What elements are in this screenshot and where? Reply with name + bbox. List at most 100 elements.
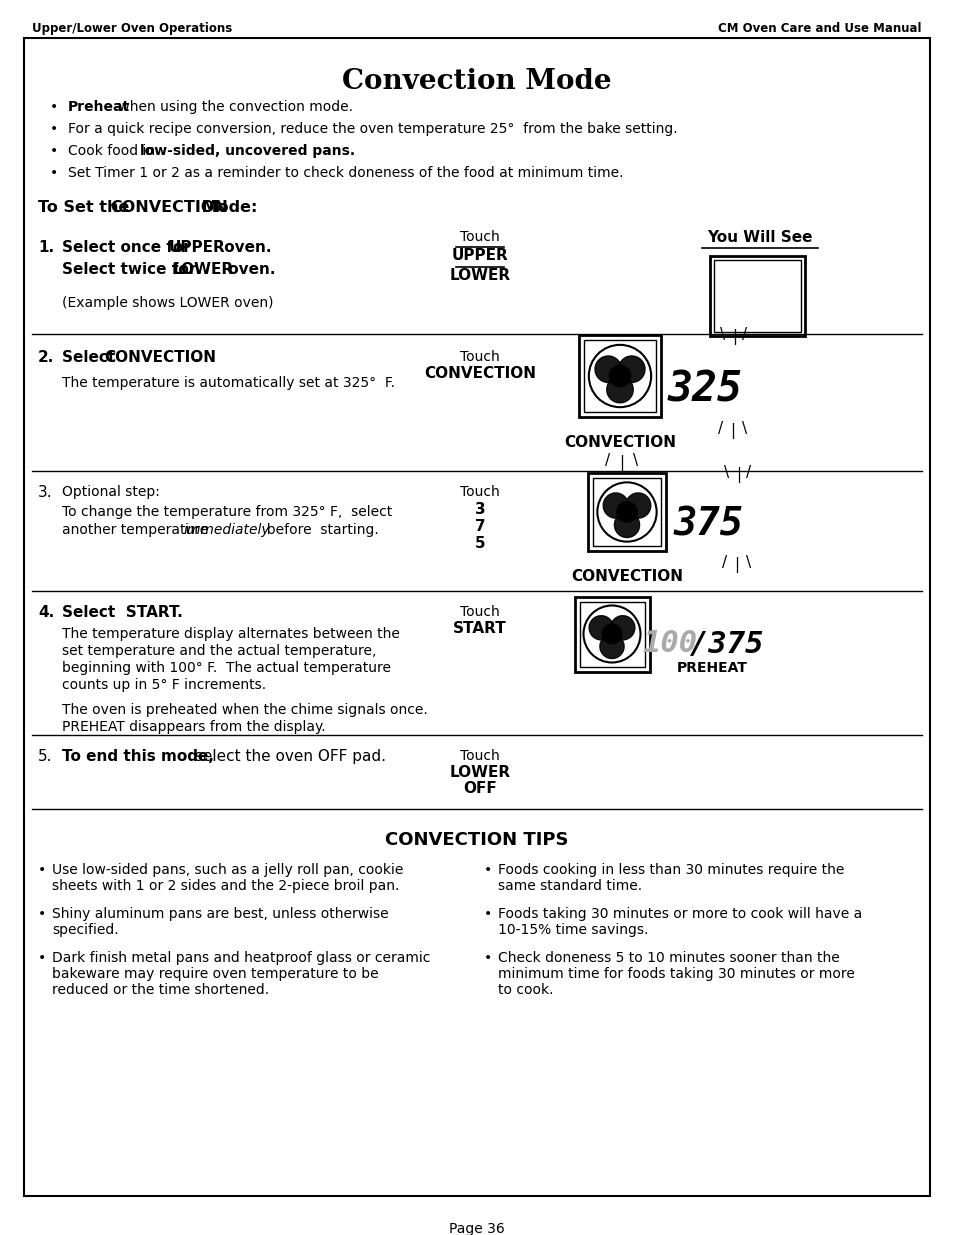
Bar bbox=[587, 473, 665, 551]
Text: another temperature: another temperature bbox=[62, 522, 213, 537]
Text: Convection Mode: Convection Mode bbox=[342, 68, 611, 95]
Ellipse shape bbox=[618, 356, 644, 383]
Bar bbox=[578, 335, 660, 417]
Text: beginning with 100° F.  The actual temperature: beginning with 100° F. The actual temper… bbox=[62, 661, 391, 676]
Text: •: • bbox=[483, 951, 492, 965]
Text: Cook food in: Cook food in bbox=[68, 144, 159, 158]
Text: /: / bbox=[745, 466, 751, 480]
Ellipse shape bbox=[599, 635, 623, 658]
Text: \: \ bbox=[723, 466, 729, 480]
Text: 1.: 1. bbox=[38, 240, 54, 254]
Text: Check doneness 5 to 10 minutes sooner than the: Check doneness 5 to 10 minutes sooner th… bbox=[497, 951, 839, 965]
Text: Touch: Touch bbox=[459, 605, 499, 619]
Text: CONVECTION: CONVECTION bbox=[423, 366, 536, 382]
Text: •: • bbox=[483, 906, 492, 921]
Text: 4.: 4. bbox=[38, 605, 54, 620]
Text: •: • bbox=[38, 906, 46, 921]
Text: PREHEAT: PREHEAT bbox=[676, 661, 746, 676]
Ellipse shape bbox=[625, 493, 650, 519]
Text: 100: 100 bbox=[641, 630, 697, 658]
Text: /: / bbox=[721, 555, 727, 571]
Text: CONVECTION: CONVECTION bbox=[104, 350, 215, 366]
Text: Touch: Touch bbox=[459, 748, 499, 763]
Text: minimum time for foods taking 30 minutes or more: minimum time for foods taking 30 minutes… bbox=[497, 967, 854, 981]
Text: |: | bbox=[732, 329, 737, 345]
Circle shape bbox=[609, 366, 630, 387]
Text: LOWER: LOWER bbox=[172, 262, 233, 277]
Bar bbox=[709, 256, 804, 336]
Text: /: / bbox=[741, 327, 747, 342]
Text: •: • bbox=[50, 165, 58, 180]
Text: The temperature is automatically set at 325°  F.: The temperature is automatically set at … bbox=[62, 375, 395, 390]
Text: /: / bbox=[605, 453, 610, 468]
Text: The temperature display alternates between the: The temperature display alternates betwe… bbox=[62, 627, 399, 641]
Text: Foods taking 30 minutes or more to cook will have a: Foods taking 30 minutes or more to cook … bbox=[497, 906, 862, 921]
Text: Select once for: Select once for bbox=[62, 240, 196, 254]
Text: •: • bbox=[50, 100, 58, 114]
Text: immediately: immediately bbox=[184, 522, 271, 537]
Circle shape bbox=[601, 624, 621, 643]
Text: 2.: 2. bbox=[38, 350, 54, 366]
Text: Set Timer 1 or 2 as a reminder to check doneness of the food at minimum time.: Set Timer 1 or 2 as a reminder to check … bbox=[68, 165, 623, 180]
Text: Dark finish metal pans and heatproof glass or ceramic: Dark finish metal pans and heatproof gla… bbox=[52, 951, 430, 965]
Text: To Set the: To Set the bbox=[38, 200, 135, 215]
Text: •: • bbox=[483, 863, 492, 877]
Ellipse shape bbox=[602, 493, 628, 519]
Text: /: / bbox=[718, 421, 722, 436]
Text: PREHEAT disappears from the display.: PREHEAT disappears from the display. bbox=[62, 720, 325, 734]
Text: CONVECTION: CONVECTION bbox=[110, 200, 228, 215]
Text: To change the temperature from 325° F,  select: To change the temperature from 325° F, s… bbox=[62, 505, 392, 519]
Text: 3: 3 bbox=[475, 501, 485, 517]
Ellipse shape bbox=[589, 616, 613, 640]
Text: UPPER: UPPER bbox=[169, 240, 226, 254]
Text: 325: 325 bbox=[667, 369, 741, 411]
Text: CM Oven Care and Use Manual: CM Oven Care and Use Manual bbox=[718, 22, 921, 35]
Text: To end this mode,: To end this mode, bbox=[62, 748, 213, 764]
Circle shape bbox=[617, 501, 637, 522]
Bar bbox=[593, 478, 660, 546]
Text: LOWER: LOWER bbox=[449, 268, 510, 283]
Text: CONVECTION: CONVECTION bbox=[571, 569, 682, 584]
Text: The oven is preheated when the chime signals once.: The oven is preheated when the chime sig… bbox=[62, 703, 427, 718]
Bar bbox=[579, 601, 644, 667]
Text: Touch: Touch bbox=[459, 485, 499, 499]
Text: Shiny aluminum pans are best, unless otherwise: Shiny aluminum pans are best, unless oth… bbox=[52, 906, 388, 921]
Text: 5: 5 bbox=[475, 536, 485, 551]
Text: Select twice for: Select twice for bbox=[62, 262, 201, 277]
Text: sheets with 1 or 2 sides and the 2-piece broil pan.: sheets with 1 or 2 sides and the 2-piece… bbox=[52, 879, 399, 893]
Text: Preheat: Preheat bbox=[68, 100, 130, 114]
Text: Select: Select bbox=[62, 350, 120, 366]
Text: \: \ bbox=[633, 453, 638, 468]
Text: Foods cooking in less than 30 minutes require the: Foods cooking in less than 30 minutes re… bbox=[497, 863, 843, 877]
Text: |: | bbox=[730, 424, 735, 438]
Text: •: • bbox=[50, 144, 58, 158]
Ellipse shape bbox=[614, 513, 639, 537]
Text: •: • bbox=[50, 122, 58, 136]
Text: 5.: 5. bbox=[38, 748, 52, 764]
Text: For a quick recipe conversion, reduce the oven temperature 25°  from the bake se: For a quick recipe conversion, reduce th… bbox=[68, 122, 677, 136]
Text: Optional step:: Optional step: bbox=[62, 485, 160, 499]
Text: when using the convection mode.: when using the convection mode. bbox=[113, 100, 353, 114]
Text: .: . bbox=[193, 350, 199, 366]
Ellipse shape bbox=[606, 377, 633, 403]
Text: 10-15% time savings.: 10-15% time savings. bbox=[497, 923, 648, 937]
Bar bbox=[713, 261, 801, 332]
Text: |: | bbox=[736, 467, 740, 483]
Text: to cook.: to cook. bbox=[497, 983, 553, 997]
Text: oven.: oven. bbox=[223, 262, 275, 277]
Text: (Example shows LOWER oven): (Example shows LOWER oven) bbox=[62, 296, 274, 310]
Ellipse shape bbox=[610, 616, 634, 640]
Text: before  starting.: before starting. bbox=[257, 522, 378, 537]
Text: UPPER: UPPER bbox=[451, 248, 508, 263]
Text: START: START bbox=[453, 621, 506, 636]
Text: •: • bbox=[38, 951, 46, 965]
Text: low-sided, uncovered pans.: low-sided, uncovered pans. bbox=[140, 144, 355, 158]
Text: Page 36: Page 36 bbox=[449, 1221, 504, 1235]
Text: Select  START.: Select START. bbox=[62, 605, 183, 620]
Text: bakeware may require oven temperature to be: bakeware may require oven temperature to… bbox=[52, 967, 378, 981]
Text: Mode:: Mode: bbox=[195, 200, 257, 215]
Text: \: \ bbox=[745, 555, 751, 571]
Text: You Will See: You Will See bbox=[706, 230, 812, 245]
Bar bbox=[575, 597, 649, 672]
Text: CONVECTION: CONVECTION bbox=[563, 435, 676, 450]
